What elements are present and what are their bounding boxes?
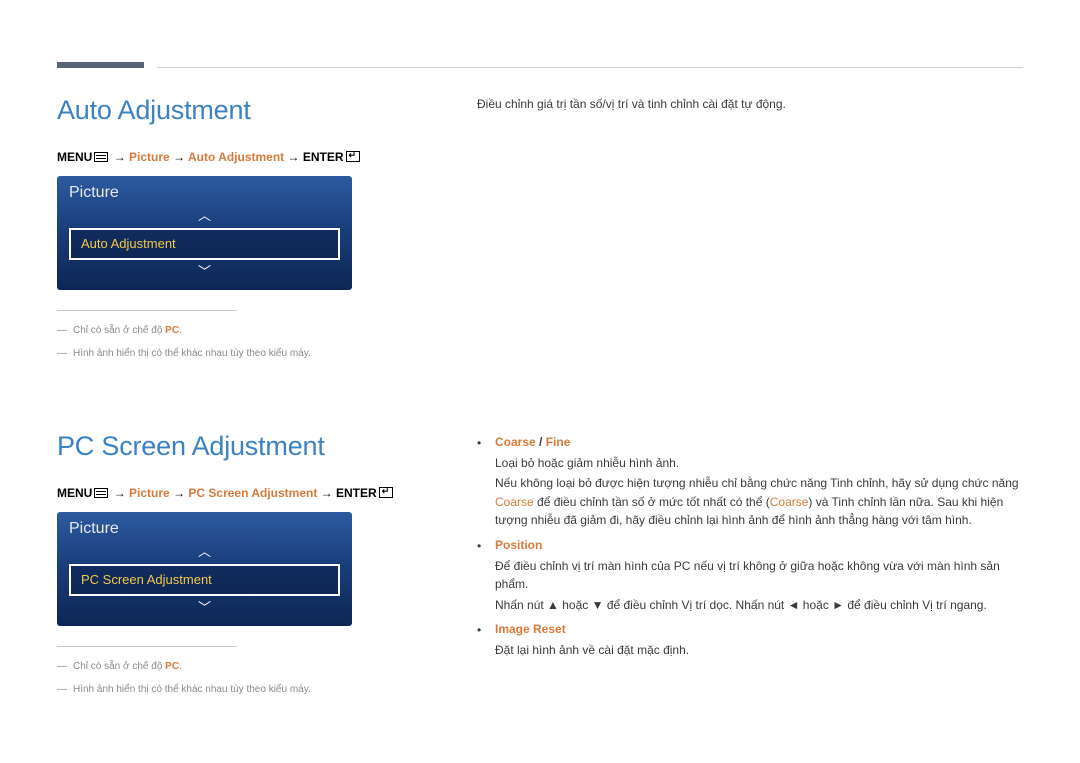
- dash-icon: ―: [57, 684, 67, 695]
- bullet-dot-icon: •: [477, 620, 495, 661]
- bc-arrow: →: [288, 150, 300, 164]
- section1-description: Điều chỉnh giá trị tần số/vị trí và tinh…: [477, 95, 1023, 114]
- dash-icon: ―: [57, 661, 67, 672]
- term-fine: Fine: [546, 435, 571, 449]
- osd-down-icon[interactable]: ﹀: [69, 600, 340, 616]
- header-accent-bar: [57, 62, 144, 68]
- note-text: Hình ảnh hiển thị có thể khác nhau tùy t…: [73, 348, 311, 359]
- note-text: .: [179, 661, 182, 672]
- bc-picture: Picture: [129, 486, 170, 500]
- osd-panel-pc: Picture ︿ PC Screen Adjustment ﹀: [57, 512, 352, 626]
- osd-selected-label: PC Screen Adjustment: [81, 572, 212, 587]
- osd-selected-label: Auto Adjustment: [81, 236, 176, 251]
- menu-icon: [94, 488, 108, 498]
- cf-coarse-inline: Coarse: [495, 495, 534, 509]
- term-image-reset: Image Reset: [495, 622, 566, 636]
- left-column: PC Screen Adjustment MENU → Picture → PC…: [57, 431, 437, 705]
- note-line: ― Hình ảnh hiển thị có thể khác nhau tùy …: [57, 346, 437, 361]
- enter-icon: [346, 151, 360, 162]
- bc-arrow: →: [173, 150, 185, 164]
- note-text: .: [179, 325, 182, 336]
- note-text: Chỉ có sẵn ở chế độ: [73, 661, 165, 672]
- bc-item: PC Screen Adjustment: [188, 486, 317, 500]
- cf-coarse-inline2: Coarse: [770, 495, 809, 509]
- section-auto-adjustment: Auto Adjustment MENU → Picture → Auto Ad…: [57, 95, 1023, 369]
- notes-divider: [57, 310, 237, 311]
- cf-l2a: Nếu không loại bỏ được hiện tượng nhiễu …: [495, 476, 1019, 490]
- note-line: ― Chỉ có sẵn ở chế độ PC.: [57, 323, 437, 338]
- note-text: Hình ảnh hiển thị có thể khác nhau tùy t…: [73, 684, 311, 695]
- term-sep: /: [536, 435, 546, 449]
- bullet-list: • Coarse / Fine Loại bỏ hoặc giảm nhiễu …: [477, 433, 1023, 662]
- ir-line1: Đặt lại hình ảnh về cài đặt mặc định.: [495, 641, 1023, 660]
- bc-arrow: →: [114, 150, 126, 164]
- bullet-coarse-fine: • Coarse / Fine Loại bỏ hoặc giảm nhiễu …: [477, 433, 1023, 532]
- header-rule: [157, 67, 1023, 68]
- bc-enter-label: ENTER: [303, 150, 344, 164]
- osd-selected-item[interactable]: PC Screen Adjustment: [69, 564, 340, 596]
- osd-panel-auto: Picture ︿ Auto Adjustment ﹀: [57, 176, 352, 290]
- right-column: • Coarse / Fine Loại bỏ hoặc giảm nhiễu …: [477, 431, 1023, 705]
- dash-icon: ―: [57, 348, 67, 359]
- bullet-dot-icon: •: [477, 433, 495, 532]
- bc-picture: Picture: [129, 150, 170, 164]
- bc-arrow: →: [114, 486, 126, 500]
- bullet-body: Coarse / Fine Loại bỏ hoặc giảm nhiễu hì…: [495, 433, 1023, 532]
- breadcrumb-auto: MENU → Picture → Auto Adjustment → ENTER: [57, 150, 437, 164]
- osd-up-icon[interactable]: ︿: [69, 208, 340, 224]
- bc-menu-label: MENU: [57, 150, 92, 164]
- osd-selected-item[interactable]: Auto Adjustment: [69, 228, 340, 260]
- note-line: ― Chỉ có sẵn ở chế độ PC.: [57, 659, 437, 674]
- page-content: Auto Adjustment MENU → Picture → Auto Ad…: [57, 95, 1023, 705]
- bc-item: Auto Adjustment: [188, 150, 284, 164]
- osd-up-icon[interactable]: ︿: [69, 544, 340, 560]
- term-position: Position: [495, 538, 542, 552]
- bullet-dot-icon: •: [477, 536, 495, 616]
- section-title-pc: PC Screen Adjustment: [57, 431, 437, 462]
- bullet-body: Position Để điều chỉnh vị trí màn hình c…: [495, 536, 1023, 616]
- bc-menu-label: MENU: [57, 486, 92, 500]
- pos-line2: Nhấn nút ▲ hoặc ▼ để điều chỉnh Vị trí d…: [495, 596, 1023, 615]
- term-coarse: Coarse: [495, 435, 536, 449]
- pos-line1: Để điều chỉnh vị trí màn hình của PC nếu…: [495, 557, 1023, 594]
- bc-arrow: →: [173, 486, 185, 500]
- cf-l2c: để điều chỉnh tần số ở mức tốt nhất có t…: [534, 495, 770, 509]
- dash-icon: ―: [57, 325, 67, 336]
- note-text: Chỉ có sẵn ở chế độ: [73, 325, 165, 336]
- section-pc-screen-adjustment: PC Screen Adjustment MENU → Picture → PC…: [57, 431, 1023, 705]
- bc-enter-label: ENTER: [336, 486, 377, 500]
- section-title-auto: Auto Adjustment: [57, 95, 437, 126]
- notes-divider: [57, 646, 237, 647]
- bullet-image-reset: • Image Reset Đặt lại hình ảnh về cài đặ…: [477, 620, 1023, 661]
- bullet-position: • Position Để điều chỉnh vị trí màn hình…: [477, 536, 1023, 616]
- note-pc: PC: [165, 661, 179, 672]
- bc-arrow: →: [321, 486, 333, 500]
- right-column: Điều chỉnh giá trị tần số/vị trí và tinh…: [477, 95, 1023, 369]
- breadcrumb-pc: MENU → Picture → PC Screen Adjustment → …: [57, 486, 437, 500]
- osd-title: Picture: [69, 520, 340, 538]
- bullet-body: Image Reset Đặt lại hình ảnh về cài đặt …: [495, 620, 1023, 661]
- left-column: Auto Adjustment MENU → Picture → Auto Ad…: [57, 95, 437, 369]
- cf-line1: Loại bỏ hoặc giảm nhiễu hình ảnh.: [495, 454, 1023, 473]
- note-line: ― Hình ảnh hiển thị có thể khác nhau tùy …: [57, 682, 437, 697]
- cf-line2: Nếu không loại bỏ được hiện tượng nhiễu …: [495, 474, 1023, 530]
- enter-icon: [379, 487, 393, 498]
- osd-down-icon[interactable]: ﹀: [69, 264, 340, 280]
- note-pc: PC: [165, 325, 179, 336]
- menu-icon: [94, 152, 108, 162]
- osd-title: Picture: [69, 184, 340, 202]
